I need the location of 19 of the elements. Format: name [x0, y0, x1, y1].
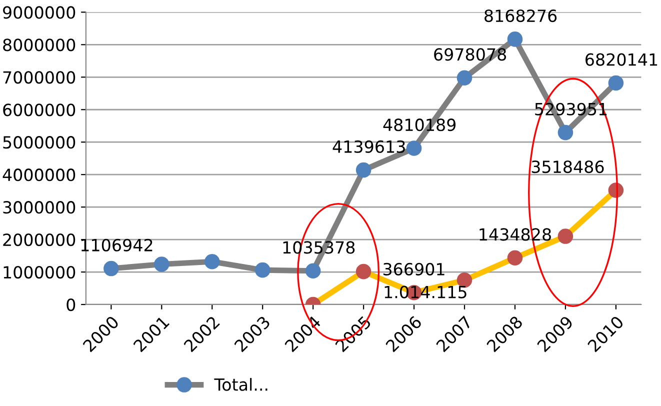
data-label: 3518486: [532, 160, 604, 174]
y-tick-label: 6000000: [3, 104, 76, 116]
data-label: 366901: [383, 262, 444, 276]
y-tick-label: 7000000: [3, 71, 76, 84]
data-label: 6978078: [434, 48, 506, 61]
data-label: 8168276: [484, 9, 557, 22]
data-label: 1106942: [81, 238, 152, 252]
y-tick-label: 9000000: [3, 6, 76, 19]
y-tick-label: 8000000: [3, 38, 76, 52]
y-tick-label: 4000000: [2, 168, 76, 182]
y-tick-label: 3000000: [3, 201, 76, 214]
data-label: 4139613: [332, 140, 405, 153]
y-tick-label: 0: [66, 298, 76, 312]
y-tick-label: 5000000: [3, 136, 76, 149]
legend-label: Total...: [214, 378, 268, 391]
data-label: 6820141: [586, 53, 658, 66]
data-label: 4810189: [383, 118, 456, 132]
y-tick-label: 2000000: [3, 234, 76, 246]
y-tick-label: 1000000: [4, 266, 76, 279]
